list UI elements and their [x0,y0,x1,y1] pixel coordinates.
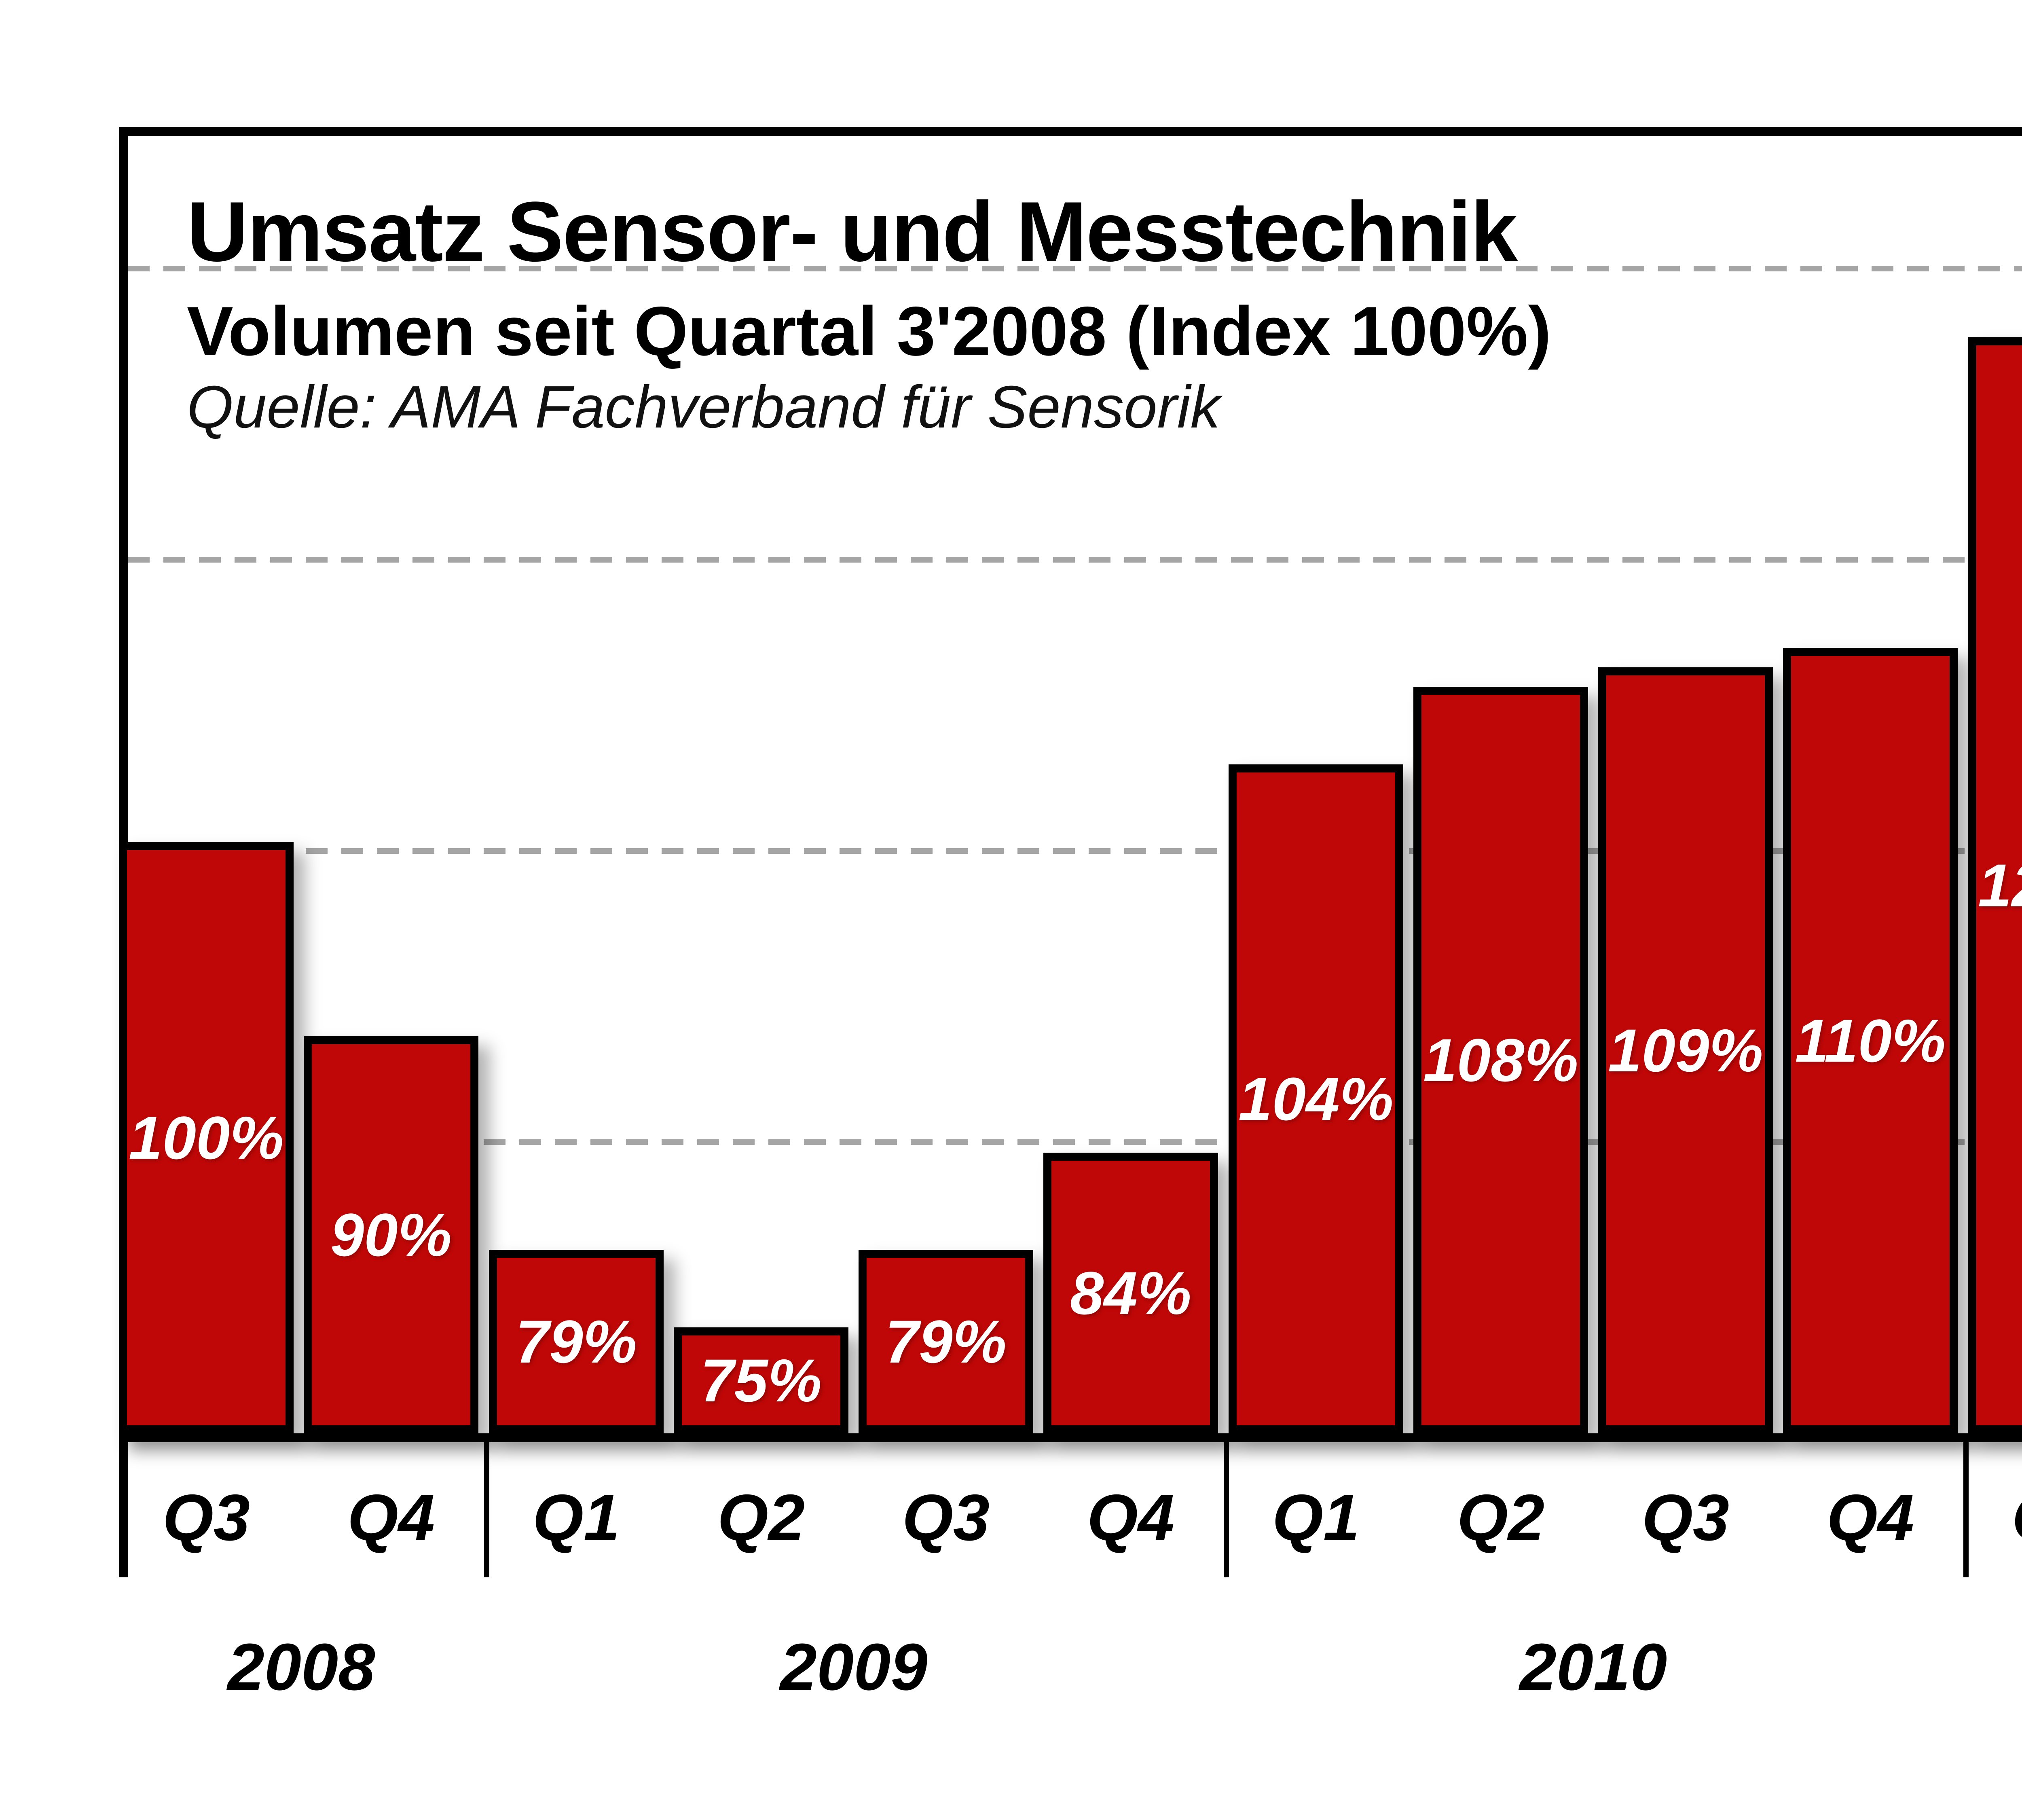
bar-Q1-2: 79% [489,1250,664,1433]
bar-value-label: 104% [1238,1065,1394,1133]
x-axis-quarter-label-0: Q3 [162,1481,250,1554]
bar-Q3-8: 109% [1598,667,1773,1433]
x-axis-quarter-label-4: Q3 [902,1481,990,1554]
axis-edge-tick [119,1433,128,1577]
x-axis-year-label-2011: 2011 [1862,1634,2022,1700]
x-axis-year-label-2009: 2009 [780,1630,928,1704]
x-axis-year-label-2008: 2008 [227,1630,375,1704]
bar-value-label: 109% [1608,1016,1763,1084]
year-divider-tick [1963,1433,1969,1577]
x-axis-quarter-label-10: Q1 [1968,1485,2022,1551]
bar-value-label: 79% [885,1308,1007,1376]
bar-value-label: 75% [700,1346,822,1414]
bar-Q4-5: 84% [1043,1153,1218,1433]
bar-value-label: 110% [1795,1007,1946,1075]
year-divider-tick [1223,1433,1229,1577]
x-axis-year-label-2010: 2010 [1519,1630,1667,1704]
bar-value-label: 108% [1423,1026,1578,1094]
bar-value-label: 79% [515,1308,637,1376]
bar-Q2-3: 75% [674,1327,848,1433]
bar-Q1-6: 104% [1229,764,1403,1433]
gridline-dashed-130 [128,266,2022,271]
bar-Q3-4: 79% [859,1250,1033,1433]
x-axis-quarter-label-8: Q3 [1641,1481,1730,1554]
x-axis-quarter-label-5: Q4 [1087,1481,1175,1554]
bar-Q4-1: 90% [304,1036,478,1433]
x-axis-quarter-label-9: Q4 [1826,1481,1914,1554]
gridline-dashed-115 [128,557,2022,563]
bar-value-label: 100% [129,1104,284,1172]
bar-Q4-9: 110% [1783,648,1958,1433]
chart-subtitle: Volumen seit Quartal 3'2008 (Index 100%) [187,292,1551,370]
bar-Q1-10: 126% [1968,337,2022,1433]
bar-Q3-0: 100% [119,842,294,1433]
year-divider-tick [484,1433,489,1577]
bar-Q2-7: 108% [1413,687,1588,1433]
bar-value-label: 84% [1070,1259,1192,1327]
x-axis-quarter-label-6: Q1 [1272,1481,1360,1554]
x-axis-quarter-label-7: Q2 [1457,1481,1545,1554]
x-axis-quarter-label-2: Q1 [532,1481,620,1554]
x-axis-quarter-label-1: Q4 [347,1481,435,1554]
chart-title: Umsatz Sensor- und Messtechnik [187,184,1518,279]
x-axis-quarter-label-3: Q2 [717,1481,805,1554]
bar-value-label: 90% [330,1201,452,1269]
chart-source-note: Quelle: AMA Fachverband für Sensorik [187,374,1220,440]
bar-value-label: 126% [1978,851,2022,919]
